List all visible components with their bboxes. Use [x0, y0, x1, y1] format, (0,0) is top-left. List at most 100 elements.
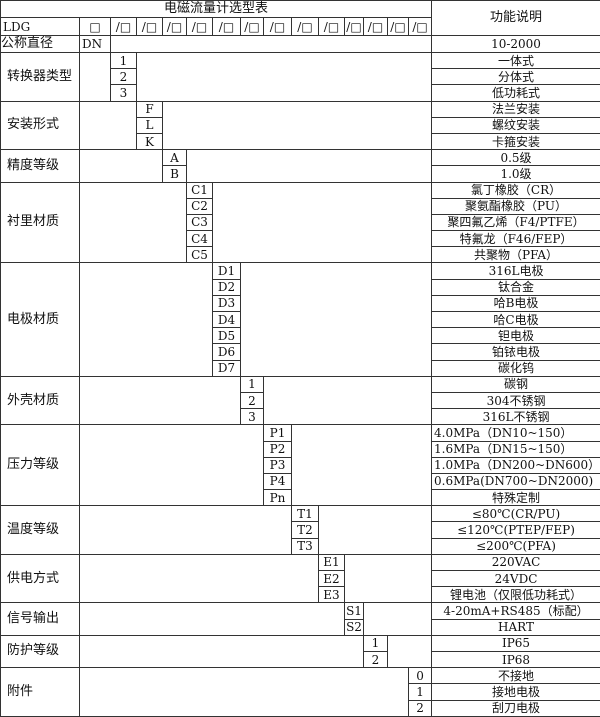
model-box: /□: [345, 18, 364, 36]
option-code: D5: [213, 328, 241, 344]
blank-cell: [80, 554, 319, 603]
group-label: 衬里材质: [1, 182, 80, 263]
option-desc: 316L电极: [432, 263, 600, 279]
blank-cell: [80, 635, 364, 667]
option-desc: HART: [432, 619, 600, 635]
blank-cell: [264, 376, 432, 425]
option-desc: 哈B电极: [432, 295, 600, 311]
option-code: C3: [187, 214, 213, 230]
option-desc: 低功耗式: [432, 85, 600, 101]
group-label: 信号输出: [1, 603, 80, 635]
option-desc: 聚氨酯橡胶（PU）: [432, 198, 600, 214]
model-box: /□: [163, 18, 187, 36]
model-box: /□: [364, 18, 388, 36]
option-code: D3: [213, 295, 241, 311]
blank-cell: [80, 263, 213, 376]
option-desc: 特殊定制: [432, 490, 600, 506]
blank-cell: [80, 150, 163, 182]
option-code: E2: [319, 571, 345, 587]
option-code: C5: [187, 247, 213, 263]
model-box: /□: [213, 18, 241, 36]
blank-cell: [80, 376, 241, 425]
blank-cell: [319, 506, 432, 555]
option-code: D7: [213, 360, 241, 376]
option-code: 0: [409, 668, 432, 684]
table-title: 电磁流量计选型表: [1, 1, 432, 18]
option-code: D2: [213, 279, 241, 295]
blank-cell: [80, 603, 345, 635]
group-label: 安装形式: [1, 101, 80, 150]
blank-cell: [80, 53, 111, 102]
option-desc: 法兰安装: [432, 101, 600, 117]
option-desc: 螺纹安装: [432, 117, 600, 133]
nominal-code: DN: [80, 36, 111, 53]
group-label: 精度等级: [1, 150, 80, 182]
option-code: P1: [264, 425, 292, 441]
blank-cell: [187, 150, 432, 182]
nominal-desc: 10-2000: [432, 36, 600, 53]
option-desc: 碳化钨: [432, 360, 600, 376]
option-desc: 共聚物（PFA）: [432, 247, 600, 263]
option-desc: 碳钢: [432, 376, 600, 392]
option-desc: 铂铱电极: [432, 344, 600, 360]
option-code: C1: [187, 182, 213, 198]
option-desc: 4.0MPa（DN10~150）: [432, 425, 600, 441]
option-code: 1: [409, 684, 432, 700]
option-code: P4: [264, 473, 292, 489]
option-desc: 刮刀电极: [432, 700, 600, 716]
option-code: S2: [345, 619, 364, 635]
option-code: 1: [111, 53, 137, 69]
option-code: C2: [187, 198, 213, 214]
option-desc: 锂电池（仅限低功耗式）: [432, 587, 600, 603]
model-box: □: [80, 18, 111, 36]
model-box: /□: [241, 18, 264, 36]
blank-cell: [388, 635, 432, 667]
blank-cell: [80, 506, 292, 555]
option-desc: ≤200℃(PFA): [432, 538, 600, 554]
option-code: B: [163, 166, 187, 182]
option-code: Pn: [264, 490, 292, 506]
function-header: 功能说明: [432, 1, 600, 36]
blank-cell: [80, 668, 409, 717]
option-desc: ≤80℃(CR/PU): [432, 506, 600, 522]
option-code: E3: [319, 587, 345, 603]
group-label: 转换器类型: [1, 53, 80, 102]
option-desc: IP65: [432, 635, 600, 651]
option-code: A: [163, 150, 187, 166]
blank-cell: [213, 182, 432, 263]
option-desc: 4-20mA+RS485（标配）: [432, 603, 600, 619]
model-box: /□: [264, 18, 292, 36]
group-label: 电极材质: [1, 263, 80, 376]
option-desc: 1.6MPa（DN15~150）: [432, 441, 600, 457]
nominal-row: 公称直径 DN 10-2000: [1, 36, 600, 53]
option-desc: 220VAC: [432, 554, 600, 570]
option-desc: 钛合金: [432, 279, 600, 295]
blank-cell: [80, 425, 264, 506]
option-code: T3: [292, 538, 319, 554]
option-desc: 一体式: [432, 53, 600, 69]
option-code: P2: [264, 441, 292, 457]
group-label: 附件: [1, 668, 80, 717]
option-code: K: [137, 133, 163, 149]
blank-cell: [364, 603, 432, 635]
option-code: 3: [111, 85, 137, 101]
blank-cell: [137, 53, 432, 102]
model-box: /□: [319, 18, 345, 36]
option-code: E1: [319, 554, 345, 570]
option-desc: 特氟龙（F46/FEP）: [432, 231, 600, 247]
option-code: L: [137, 117, 163, 133]
option-code: D1: [213, 263, 241, 279]
option-code: 2: [409, 700, 432, 716]
model-code: LDG: [1, 18, 80, 36]
model-box: /□: [409, 18, 432, 36]
option-desc: 氯丁橡胶（CR）: [432, 182, 600, 198]
option-desc: 分体式: [432, 69, 600, 85]
group-label: 外壳材质: [1, 376, 80, 425]
